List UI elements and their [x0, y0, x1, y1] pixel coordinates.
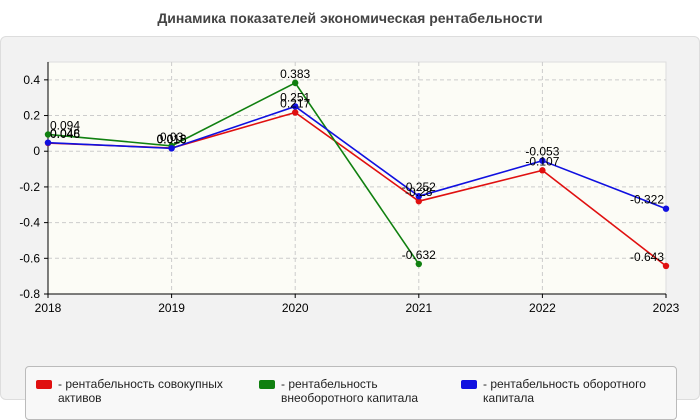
data-label: -0.28	[405, 185, 433, 199]
data-label: 0.016	[157, 132, 187, 146]
series-line-2	[47, 105, 667, 210]
data-label: 0.048	[50, 127, 80, 141]
series-point-2	[539, 157, 546, 164]
series-point-2	[415, 193, 422, 200]
legend-swatch-total-assets	[36, 380, 52, 389]
series-point-0	[415, 198, 422, 205]
data-label: 0.251	[280, 90, 310, 104]
series-line-1	[47, 81, 420, 265]
data-label: -0.632	[402, 248, 436, 262]
data-label: 0.018	[157, 132, 187, 146]
data-label: -0.322	[630, 193, 664, 207]
y-tick-label: -0.8	[19, 287, 40, 301]
series-point-2	[44, 139, 52, 146]
data-label: 0.03	[160, 130, 184, 144]
data-label: -0.053	[525, 145, 559, 159]
data-label: -0.107	[525, 154, 559, 168]
x-tick-label: 2021	[405, 301, 432, 315]
data-labels: 0.046 0.0180.217-0.28-0.107-0.6430.0940.0…	[50, 67, 664, 264]
data-label: 0.217	[280, 97, 310, 111]
x-tick-label: 2019	[158, 301, 185, 315]
series-point-2	[662, 205, 670, 212]
y-tick-label: 0.4	[23, 73, 40, 87]
y-tick-label: -0.2	[19, 180, 40, 194]
data-label: 0.383	[280, 67, 310, 81]
data-label: -0.643	[630, 250, 664, 264]
data-label: -0.252	[402, 180, 436, 194]
series-point-0	[539, 167, 546, 174]
series-point-2	[292, 103, 299, 110]
x-tick-label: 2018	[35, 301, 62, 315]
y-tick-label: -0.4	[19, 216, 40, 230]
series-point-0	[292, 109, 299, 116]
data-label: 0.046	[50, 127, 80, 141]
plot-area	[47, 61, 667, 295]
x-tick-label: 2022	[529, 301, 556, 315]
chart-title: Динамика показателей экономическая рента…	[157, 10, 543, 26]
series-point-1	[44, 131, 52, 138]
y-tick-label: 0	[33, 144, 40, 158]
data-label: 0.094	[50, 118, 80, 132]
x-tick-label: 2023	[653, 301, 680, 315]
legend-swatch-fixed-capital	[259, 380, 275, 389]
series-point-1	[292, 79, 299, 87]
series-group	[44, 79, 670, 270]
series-point-0	[662, 262, 670, 270]
x-tick-label: 2020	[282, 301, 309, 315]
series-point-1	[415, 260, 422, 268]
y-tick-label: 0.2	[23, 109, 40, 123]
y-tick-label: -0.6	[19, 251, 40, 265]
series-point-2	[168, 145, 175, 152]
legend-swatch-working-capital	[461, 380, 477, 389]
